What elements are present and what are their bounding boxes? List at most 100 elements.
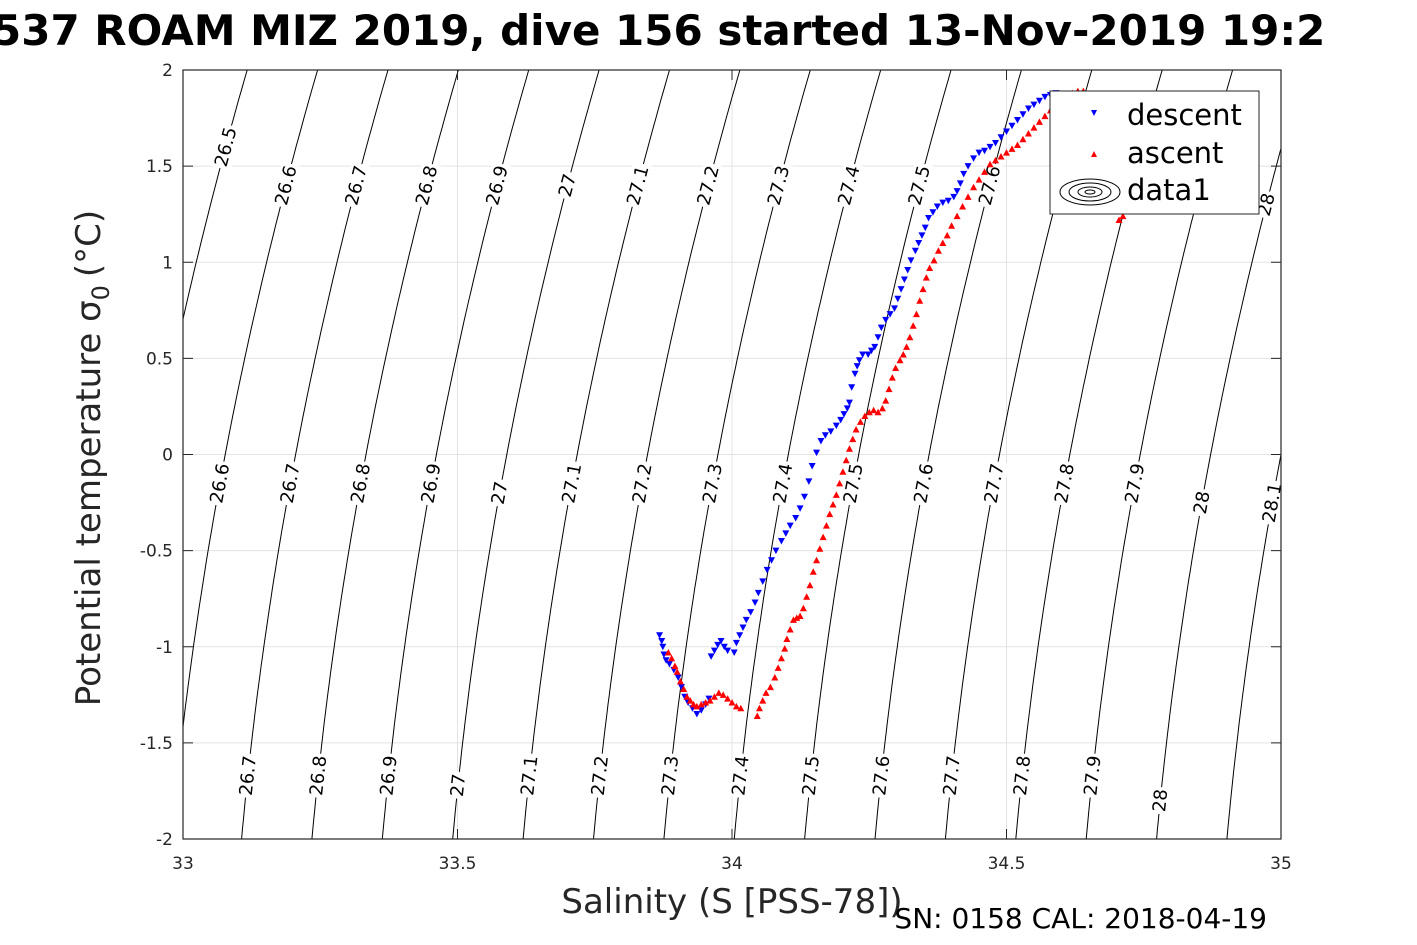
descent-point — [800, 493, 808, 501]
ascent-point — [916, 297, 924, 304]
ascent-point — [906, 333, 914, 341]
ascent-point — [715, 689, 723, 696]
contour-label: 26.8 — [306, 755, 331, 797]
ascent-point — [777, 654, 785, 662]
ascent-point — [948, 222, 956, 229]
ascent-point — [842, 456, 850, 464]
contour-label-bg — [1120, 459, 1150, 507]
ascent-point — [686, 697, 694, 704]
descent-point — [724, 647, 732, 655]
ascent-point — [680, 685, 688, 693]
descent-point — [707, 653, 715, 660]
descent-point — [739, 624, 747, 632]
ascent-point — [1024, 129, 1032, 137]
contour-label: 27 — [447, 773, 470, 798]
contour-label-bg — [657, 752, 684, 799]
descent-point — [782, 530, 790, 537]
ascent-point — [836, 479, 844, 487]
y-tick-label: -1 — [156, 638, 173, 658]
contour-label-bg — [628, 459, 658, 507]
calibration-footer: SN: 0158 CAL: 2018-04-19 — [894, 902, 1267, 935]
contour-label-bg — [376, 752, 402, 799]
ascent-point — [1041, 112, 1049, 120]
ascent-point — [970, 183, 978, 191]
y-axis-label-unit: (°C) — [69, 210, 109, 277]
contour-label-bg — [1148, 786, 1173, 816]
ascent-point — [832, 491, 840, 498]
descent-point — [772, 547, 780, 555]
contour-label: 27.9 — [1080, 755, 1105, 797]
descent-point — [817, 438, 825, 445]
ascent-point — [683, 693, 691, 700]
ascent-point — [1008, 145, 1016, 152]
ascent-point — [796, 612, 804, 619]
descent-point — [871, 343, 879, 351]
contour-label-bg — [417, 459, 446, 507]
ascent-point — [953, 212, 961, 220]
legend: descent ascent data1 — [1049, 90, 1260, 215]
ascent-point — [849, 435, 857, 443]
ascent-point — [1119, 212, 1127, 220]
descent-point — [656, 632, 664, 639]
contour-label-bg — [305, 752, 332, 799]
ascent-point — [909, 322, 917, 329]
descent-point — [886, 311, 894, 318]
descent-point — [1008, 122, 1016, 130]
x-tick-label: 34 — [721, 854, 743, 874]
ascent-point — [992, 156, 1000, 164]
descent-point — [843, 405, 851, 412]
ascent-point — [728, 699, 736, 706]
contour-label-bg — [974, 161, 1006, 210]
contour-label: 28 — [1149, 788, 1172, 813]
ascent-point — [939, 239, 947, 247]
contour-label: 27.2 — [588, 755, 613, 797]
legend-contour-icon — [1059, 178, 1121, 206]
ascent-point — [882, 397, 890, 404]
ascent-point — [668, 654, 676, 662]
y-tick-labels: 2 1.5 1 0.5 0 -0.5 -1 -1.5 -2 — [140, 61, 173, 850]
descent-point — [736, 632, 744, 639]
contour-label-bg — [692, 161, 725, 210]
ascent-point — [676, 677, 684, 685]
ascent-point — [781, 645, 789, 652]
descent-point — [742, 616, 750, 624]
descent-point — [837, 416, 845, 424]
contour-label-bg — [346, 459, 376, 507]
contour-label-bg — [1050, 459, 1080, 507]
ascent-point — [664, 649, 672, 656]
contour-label-bg — [210, 123, 243, 172]
contour-label-bg — [1253, 189, 1281, 221]
contour-label-bg — [517, 752, 543, 799]
descent-point — [714, 641, 722, 649]
descent-point — [786, 522, 794, 530]
ascent-point — [892, 364, 900, 371]
ascent-point — [724, 695, 732, 702]
ascent-point — [1030, 124, 1038, 131]
y-tick-label: 1 — [162, 253, 173, 273]
contour-label-bg — [276, 459, 306, 507]
x-tick-label: 35 — [1270, 854, 1292, 874]
contour-label: 27.1 — [517, 755, 542, 797]
contour-label-bg — [481, 161, 514, 210]
descent-point — [705, 695, 713, 703]
descent-point — [821, 432, 829, 439]
descent-point — [662, 657, 670, 664]
descent-point — [859, 351, 867, 359]
descent-point — [796, 505, 804, 512]
legend-ascent-label: ascent — [1127, 136, 1223, 170]
contour-label-bg — [728, 752, 754, 799]
x-tick-label: 33.5 — [439, 854, 477, 874]
ascent-point — [943, 231, 951, 239]
ascent-point — [870, 406, 878, 414]
contour-label-bg — [798, 752, 825, 799]
contour-label-bg — [939, 752, 966, 799]
y-tick-label: -1.5 — [140, 734, 173, 754]
ascent-point — [878, 404, 886, 412]
descent-point — [732, 639, 740, 647]
descent-point — [911, 247, 919, 255]
ascent-point — [1019, 135, 1027, 143]
descent-point — [907, 257, 915, 264]
descent-point — [874, 334, 882, 341]
chart-title: 537 ROAM MIZ 2019, dive 156 started 13-N… — [0, 6, 1325, 55]
descent-point — [710, 647, 718, 655]
